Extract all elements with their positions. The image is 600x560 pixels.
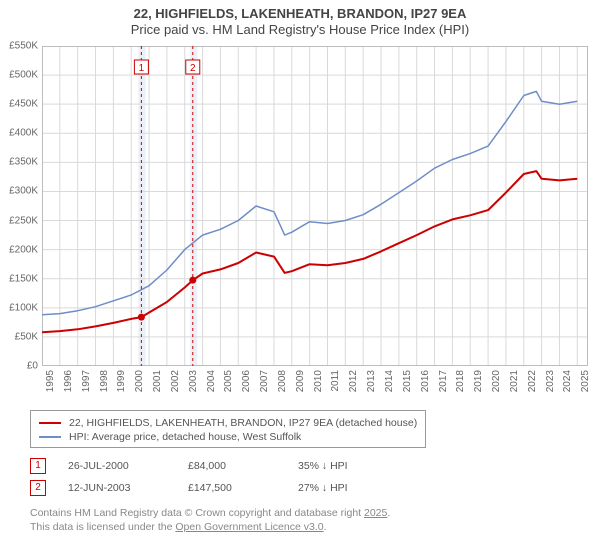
x-tick-label: 2014 [384,370,395,392]
footer-year-link[interactable]: 2025 [364,507,387,519]
transaction-badge: 2 [30,480,46,496]
x-tick-label: 2021 [509,370,520,392]
transaction-price: £147,500 [188,482,298,494]
y-tick-label: £250K [9,215,38,226]
x-tick-label: 2025 [580,370,591,392]
transaction-diff: 35% ↓ HPI [298,460,388,472]
x-tick-label: 2016 [420,370,431,392]
y-tick-label: £150K [9,273,38,284]
legend-swatch [39,436,61,438]
x-tick-label: 2018 [455,370,466,392]
x-tick-label: 2022 [527,370,538,392]
x-axis-labels: 1995 1996 1997 1998 1999 2000 2001 2002 2003 2004… [42,368,588,408]
footer-text: . [324,521,327,533]
x-tick-label: 2011 [330,370,341,392]
x-tick-label: 2008 [277,370,288,392]
x-tick-label: 2023 [545,370,556,392]
x-tick-label: 2003 [188,370,199,392]
x-tick-label: 2001 [152,370,163,392]
title-subtitle: Price paid vs. HM Land Registry's House … [0,22,600,37]
transaction-price: £84,000 [188,460,298,472]
legend-label: 22, HIGHFIELDS, LAKENHEATH, BRANDON, IP2… [69,417,417,429]
x-tick-label: 1998 [99,370,110,392]
transaction-date: 26-JUL-2000 [68,460,188,472]
x-tick-label: 2002 [170,370,181,392]
x-tick-label: 1995 [45,370,56,392]
svg-text:1: 1 [139,63,145,74]
y-tick-label: £400K [9,128,38,139]
transaction-row: 1 26-JUL-2000£84,00035% ↓ HPI [30,456,388,476]
transaction-badge: 1 [30,458,46,474]
transaction-diff: 27% ↓ HPI [298,482,388,494]
x-tick-label: 2012 [348,370,359,392]
legend-label: HPI: Average price, detached house, West… [69,431,301,443]
title-address: 22, HIGHFIELDS, LAKENHEATH, BRANDON, IP2… [0,6,600,21]
x-tick-label: 1999 [116,370,127,392]
footer-text: Contains HM Land Registry data © Crown c… [30,507,364,519]
x-tick-label: 2024 [562,370,573,392]
y-tick-label: £450K [9,99,38,110]
x-tick-label: 2005 [223,370,234,392]
x-tick-label: 2017 [438,370,449,392]
price-chart: 12 [42,46,588,366]
y-tick-label: £550K [9,41,38,52]
chart-svg: 12 [42,46,588,366]
footer-licence-link[interactable]: Open Government Licence v3.0 [175,521,323,533]
y-tick-label: £500K [9,70,38,81]
transaction-date: 12-JUN-2003 [68,482,188,494]
x-tick-label: 2004 [206,370,217,392]
y-axis-labels: £0£50K£100K£150K£200K£250K£300K£350K£400… [0,46,40,366]
x-tick-label: 2020 [491,370,502,392]
legend: 22, HIGHFIELDS, LAKENHEATH, BRANDON, IP2… [30,410,426,448]
transaction-table: 1 26-JUL-2000£84,00035% ↓ HPI 2 12-JUN-2003… [30,456,388,500]
x-tick-label: 2009 [295,370,306,392]
y-tick-label: £50K [15,331,38,342]
y-tick-label: £100K [9,302,38,313]
x-tick-label: 2006 [241,370,252,392]
legend-swatch [39,422,61,424]
x-tick-label: 2013 [366,370,377,392]
footer-attribution: Contains HM Land Registry data © Crown c… [30,506,390,534]
x-tick-label: 2019 [473,370,484,392]
y-tick-label: £200K [9,244,38,255]
transaction-row: 2 12-JUN-2003£147,50027% ↓ HPI [30,478,388,498]
x-tick-label: 2000 [134,370,145,392]
legend-item: 22, HIGHFIELDS, LAKENHEATH, BRANDON, IP2… [39,417,417,429]
y-tick-label: £300K [9,186,38,197]
y-tick-label: £0 [27,361,38,372]
x-tick-label: 2015 [402,370,413,392]
legend-item: HPI: Average price, detached house, West… [39,431,417,443]
x-tick-label: 1996 [63,370,74,392]
x-tick-label: 1997 [81,370,92,392]
x-tick-label: 2007 [259,370,270,392]
svg-text:2: 2 [190,63,196,74]
y-tick-label: £350K [9,157,38,168]
x-tick-label: 2010 [313,370,324,392]
footer-text: This data is licensed under the [30,521,175,533]
